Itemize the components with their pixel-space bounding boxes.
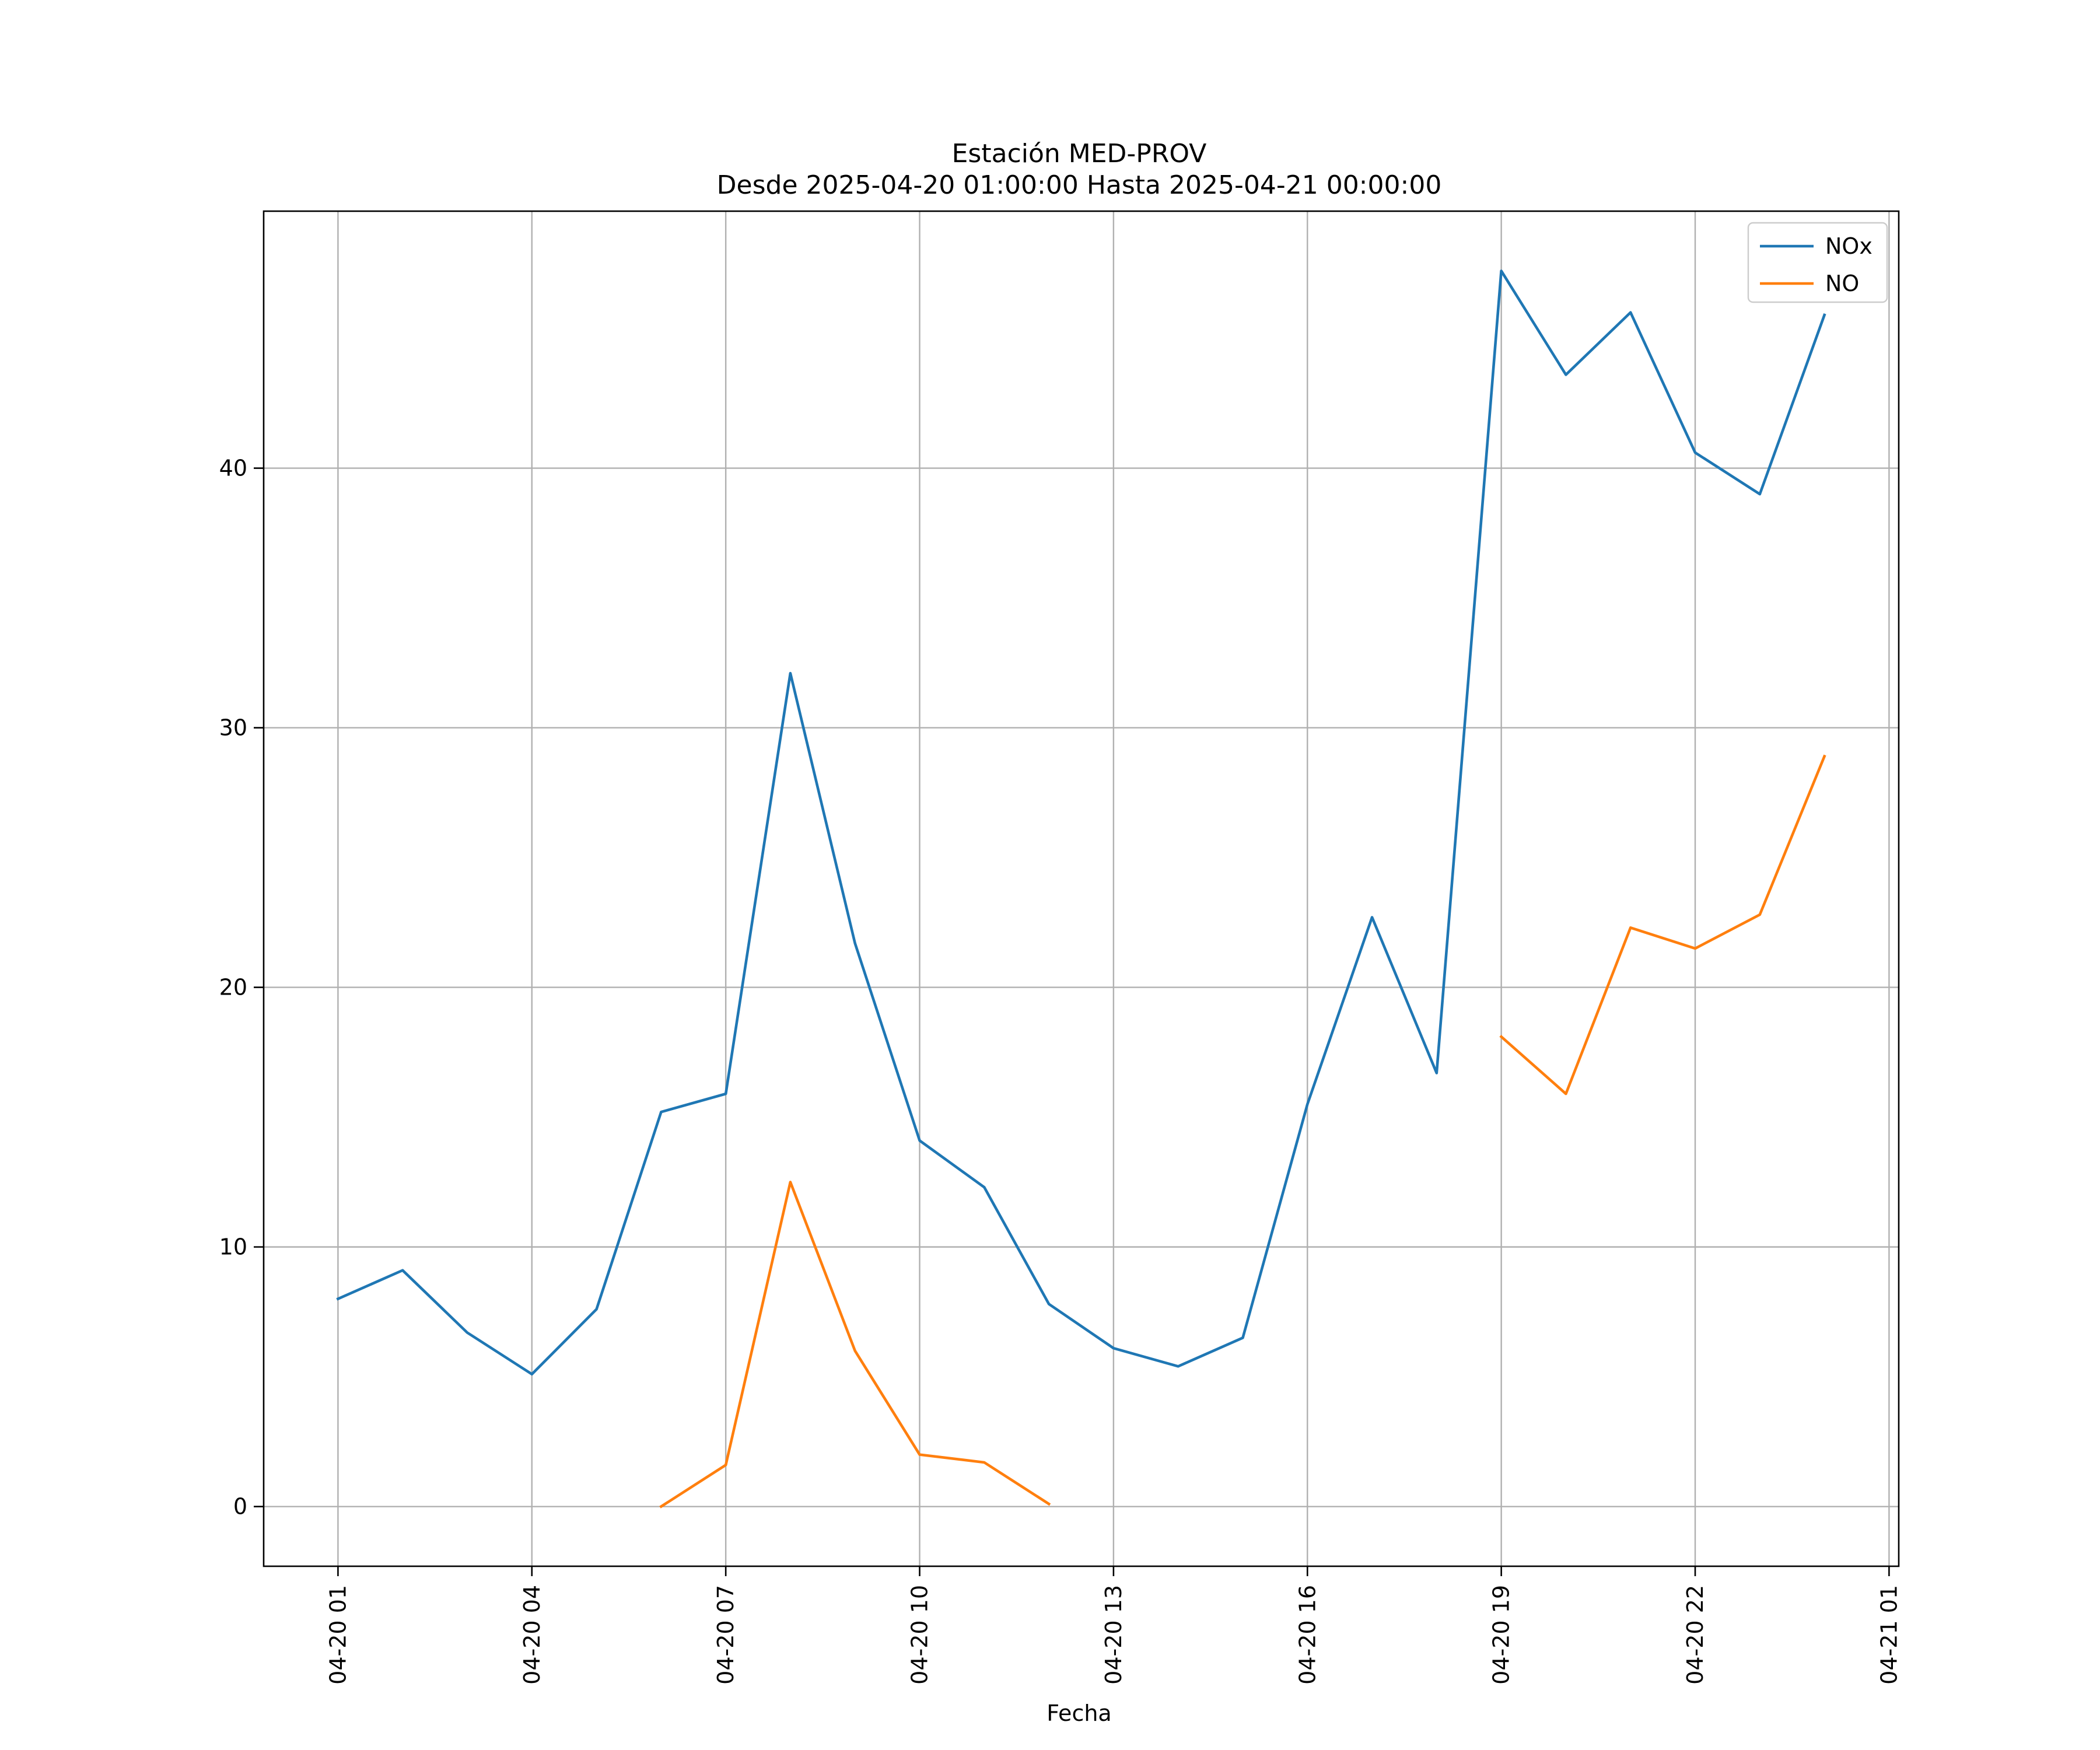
series-line-no	[659, 754, 1826, 1508]
x-tick-label: 04-20 10	[907, 1585, 933, 1685]
legend-label-no: NO	[1825, 271, 1859, 296]
x-tick-label: 04-20 01	[325, 1585, 351, 1685]
x-tick-label: 04-21 01	[1876, 1585, 1902, 1685]
legend-label-nox: NOx	[1825, 233, 1873, 259]
x-tick-label: 04-20 04	[519, 1585, 545, 1685]
legend: NOx NO	[1747, 222, 1888, 303]
x-tick-label: 04-20 07	[713, 1585, 738, 1685]
grid	[264, 211, 1899, 1566]
axes-frame	[262, 210, 1900, 1567]
chart-title: Estación MED-PROV	[952, 139, 1207, 169]
x-tick-label: 04-20 22	[1682, 1585, 1708, 1685]
chart-subtitle: Desde 2025-04-20 01:00:00 Hasta 2025-04-…	[717, 170, 1442, 200]
x-tick-label: 04-20 13	[1101, 1585, 1126, 1685]
y-tick-label: 30	[219, 715, 247, 741]
x-tick-label: 04-20 19	[1489, 1585, 1514, 1685]
y-tick-label: 40	[219, 456, 247, 481]
plot-area	[336, 270, 1826, 1508]
axis-ticks: 04-20 01 04-20 04 04-20 07 04-20 10 04-20 13…	[219, 456, 1902, 1685]
y-tick-label: 10	[219, 1234, 247, 1260]
x-tick-label: 04-20 16	[1294, 1585, 1320, 1685]
series-line-nox	[336, 270, 1826, 1376]
y-tick-label: 0	[233, 1494, 247, 1520]
x-axis-label: Fecha	[1046, 1700, 1111, 1726]
y-tick-label: 20	[219, 975, 247, 1000]
